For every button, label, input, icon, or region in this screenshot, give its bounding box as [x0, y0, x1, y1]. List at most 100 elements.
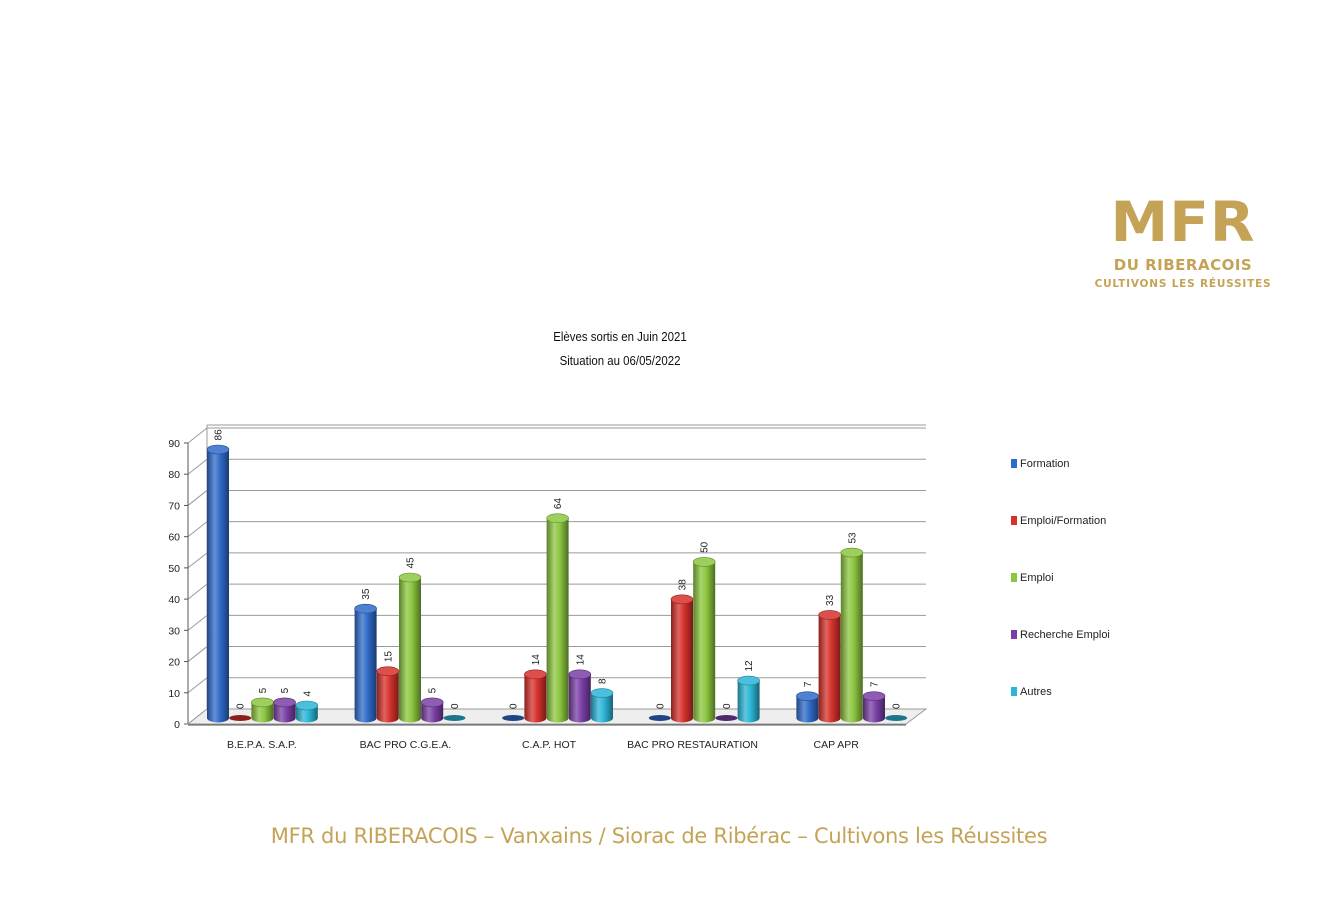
- bar: [863, 696, 885, 723]
- x-tick-label: C.A.P. HOT: [522, 739, 577, 751]
- bar: [421, 702, 444, 723]
- y-tick-label: 90: [168, 438, 180, 450]
- data-label: 86: [214, 429, 225, 441]
- data-label: 53: [847, 532, 858, 544]
- bar-top: [818, 610, 841, 620]
- bar-zero: [885, 715, 908, 721]
- y-tick-label: 20: [168, 657, 180, 669]
- legend-label: Recherche Emploi: [1020, 629, 1110, 641]
- bar-top: [840, 547, 864, 558]
- legend-swatch: [1011, 459, 1017, 468]
- bar: [591, 693, 613, 723]
- logo-tagline: CULTIVONS LES RÉUSSITES: [1094, 278, 1272, 290]
- gridline-side: [187, 458, 208, 475]
- data-label: 45: [406, 557, 417, 569]
- bar: [524, 674, 547, 723]
- data-label: 14: [531, 654, 542, 666]
- bar-top: [796, 691, 819, 701]
- data-label: 50: [700, 541, 711, 553]
- bar: [568, 674, 591, 723]
- legend-swatch: [1011, 573, 1017, 582]
- chart-title: Elèves sortis en Juin 2021: [553, 329, 687, 344]
- data-label: 0: [509, 703, 520, 709]
- bar-zero: [648, 715, 671, 721]
- footer-text: MFR du RIBERACOIS – Vanxains / Siorac de…: [270, 824, 1048, 848]
- bar-top: [206, 444, 230, 455]
- legend-swatch: [1011, 687, 1017, 696]
- bar-top: [376, 666, 400, 676]
- gridline-side: [187, 583, 208, 600]
- mfr-logo: MFR DU RIBERACOIS CULTIVONS LES RÉUSSITE…: [1078, 190, 1288, 290]
- x-tick-label: B.E.P.A. S.A.P.: [227, 739, 297, 751]
- x-tick-label: CAP APR: [814, 739, 860, 751]
- x-tick-label: BAC PRO C.G.E.A.: [360, 739, 452, 751]
- bar-top: [546, 513, 569, 523]
- bar: [273, 702, 296, 723]
- data-label: 4: [302, 691, 313, 697]
- legend-swatch: [1011, 516, 1017, 525]
- legend-label: Autres: [1020, 686, 1052, 698]
- data-label: 7: [870, 681, 881, 687]
- data-label: 5: [428, 687, 439, 693]
- bar: [251, 702, 274, 723]
- legend-label: Emploi: [1020, 572, 1054, 584]
- bar-zero: [229, 715, 252, 721]
- data-label: 33: [825, 594, 836, 606]
- chart-subtitle: Situation au 06/05/2022: [559, 353, 681, 368]
- gridline-side: [187, 490, 208, 506]
- bar-top: [251, 697, 274, 708]
- bar: [295, 705, 318, 723]
- bar: [399, 577, 421, 723]
- bar-top: [670, 594, 694, 605]
- bar: [671, 599, 693, 723]
- y-tick-label: 80: [168, 469, 180, 481]
- gridline-side: [187, 646, 208, 662]
- bar: [354, 608, 377, 723]
- bar-top: [354, 603, 377, 614]
- y-tick-label: 10: [168, 688, 180, 700]
- y-tick-label: 40: [168, 594, 180, 606]
- bar-zero: [502, 715, 525, 721]
- bar: [796, 696, 819, 723]
- data-label: 0: [722, 703, 733, 709]
- bar-top: [692, 557, 716, 567]
- gridline-side: [187, 677, 208, 694]
- data-label: 12: [744, 660, 755, 672]
- x-tick-label: BAC PRO RESTAURATION: [627, 739, 758, 751]
- bar-top: [420, 697, 444, 708]
- bar-top: [862, 691, 886, 701]
- bar-top: [737, 675, 760, 686]
- logo-mark: MFR: [1110, 189, 1256, 255]
- data-label: 64: [553, 498, 564, 510]
- bar-top: [273, 697, 296, 708]
- bar: [693, 561, 716, 723]
- y-tick-label: 50: [168, 563, 180, 575]
- data-label: 35: [361, 588, 372, 600]
- data-label: 5: [280, 687, 291, 693]
- gridline-side: [187, 427, 208, 444]
- y-tick-label: 70: [168, 500, 180, 512]
- bar-zero: [715, 715, 738, 721]
- bar: [207, 449, 229, 723]
- data-label: 0: [892, 703, 903, 709]
- data-label: 14: [575, 654, 586, 666]
- legend-label: Formation: [1020, 458, 1070, 470]
- bar: [840, 552, 863, 723]
- gridline-side: [187, 552, 208, 569]
- data-label: 38: [678, 579, 689, 591]
- data-label: 15: [383, 651, 394, 663]
- data-label: 8: [598, 678, 609, 684]
- data-label: 0: [655, 703, 666, 709]
- bar-top: [590, 688, 614, 698]
- bar-top: [524, 669, 547, 680]
- data-label: 5: [258, 687, 269, 693]
- bar: [376, 671, 399, 723]
- logo-name: DU RIBERACOIS: [1113, 256, 1253, 274]
- y-tick-label: 0: [174, 719, 180, 731]
- bar: [546, 518, 569, 723]
- bar-zero: [443, 715, 466, 721]
- data-label: 7: [803, 681, 814, 687]
- legend-label: Emploi/Formation: [1020, 515, 1106, 527]
- legend-swatch: [1011, 630, 1017, 639]
